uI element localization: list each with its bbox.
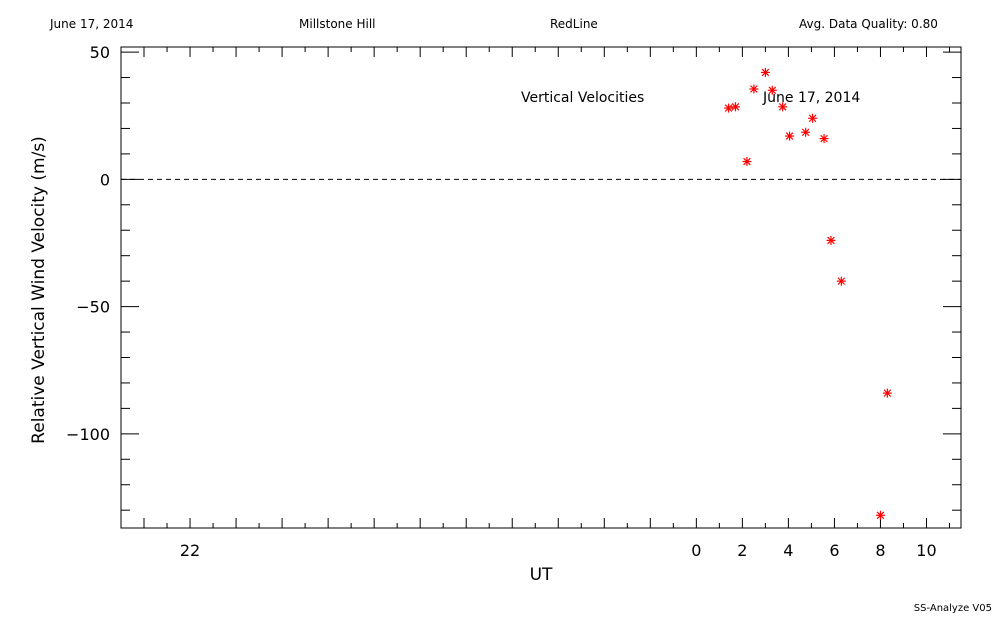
annotation-date: June 17, 2014 <box>762 90 860 106</box>
data-point <box>826 235 836 245</box>
data-point <box>836 276 846 286</box>
x-tick-label: 0 <box>691 541 701 560</box>
data-point <box>808 113 818 123</box>
y-tick-label: 0 <box>100 170 110 189</box>
axis-ticks <box>120 47 961 528</box>
y-tick-label: −50 <box>76 298 110 317</box>
data-point-stroke <box>785 132 794 140</box>
y-tick-label: 50 <box>90 43 110 62</box>
y-tick-label: −100 <box>66 425 110 444</box>
y-axis-label: Relative Vertical Wind Velocity (m/s) <box>29 136 49 444</box>
data-point <box>778 102 788 112</box>
data-point-stroke <box>801 128 810 137</box>
data-point <box>819 134 829 144</box>
annotation-vertical-velocities: Vertical Velocities <box>521 90 644 106</box>
x-tick-label: 2 <box>737 541 747 560</box>
data-point-stroke <box>761 68 770 77</box>
data-point <box>785 131 795 141</box>
data-point <box>749 84 759 94</box>
data-point-stroke <box>883 389 892 397</box>
x-tick-label: 8 <box>875 541 885 560</box>
header-quality: Avg. Data Quality: 0.80 <box>799 17 938 31</box>
data-point-stroke <box>808 114 817 123</box>
header-date: June 17, 2014 <box>50 17 134 31</box>
header-instrument: RedLine <box>550 17 598 31</box>
x-tick-label: 10 <box>916 541 936 560</box>
data-point-stroke <box>750 85 758 93</box>
x-axis-label: UT <box>530 565 553 585</box>
x-tick-label: 4 <box>783 541 793 560</box>
data-point <box>760 67 770 77</box>
data-point-stroke <box>820 134 828 143</box>
data-point <box>730 102 740 112</box>
y-tick-labels: 50 0 −50 −100 <box>66 43 110 444</box>
data-point <box>724 103 734 113</box>
data-point <box>742 157 752 167</box>
data-point-stroke <box>837 277 846 285</box>
data-points <box>724 67 892 520</box>
data-point-stroke <box>724 104 733 112</box>
x-tick-label: 6 <box>829 541 839 560</box>
software-version: SS-Analyze V05 <box>913 603 992 614</box>
header-site: Millstone Hill <box>299 17 376 31</box>
data-point <box>882 388 892 398</box>
data-point <box>801 127 811 137</box>
data-point <box>767 85 777 95</box>
plot-frame <box>120 46 962 529</box>
x-tick-label: 22 <box>180 541 200 560</box>
data-point-stroke <box>743 157 751 166</box>
data-point <box>875 510 885 520</box>
data-point-stroke <box>768 86 777 95</box>
data-point-stroke <box>876 511 885 520</box>
data-point-stroke <box>827 236 835 245</box>
data-point-stroke <box>778 103 787 111</box>
data-point-stroke <box>731 103 740 111</box>
x-tick-labels: 22 0 2 4 6 8 10 <box>180 541 937 560</box>
